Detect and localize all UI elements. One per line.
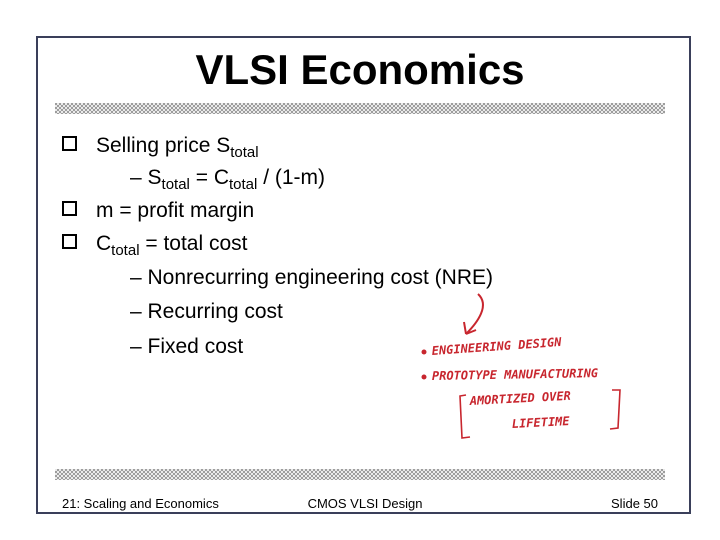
bullet-box (62, 201, 77, 216)
body-line: m = profit margin (96, 199, 254, 222)
body-line: – Recurring cost (130, 300, 283, 323)
footer-rule (55, 469, 665, 480)
subscript: total (162, 176, 190, 193)
text-run: C (96, 232, 111, 255)
text-run: – Recurring cost (130, 300, 283, 323)
arrow (463, 293, 484, 335)
text-run: – Fixed cost (130, 335, 243, 358)
text-run: – S (130, 166, 162, 189)
title: VLSI Economics (195, 46, 524, 93)
text-run: m = profit margin (96, 199, 254, 222)
text-run: Selling price S (96, 134, 230, 157)
body-line: Ctotal = total cost (96, 232, 248, 259)
body-line: Selling price Stotal (96, 134, 259, 161)
body-line: – Fixed cost (130, 335, 243, 358)
slide-frame (36, 36, 691, 514)
annotation: LIFETIME (511, 414, 570, 431)
bullet-box (62, 234, 77, 249)
subscript: total (230, 144, 258, 161)
text-run: = C (190, 166, 229, 189)
text-run: = total cost (140, 232, 248, 255)
footer-right: Slide 50 (611, 496, 658, 511)
text-run: – Nonrecurring engineering cost (NRE) (130, 266, 493, 289)
bracket (459, 389, 621, 439)
annotation: AMORTIZED OVER (468, 389, 571, 408)
bullet-dot (421, 349, 427, 355)
subscript: total (111, 242, 139, 259)
annotation: PROTOTYPE MANUFACTURING (432, 366, 598, 383)
bullet-box (62, 136, 77, 151)
footer-left: 21: Scaling and Economics (62, 496, 219, 511)
bullet-dot (421, 374, 427, 380)
body: Selling price Stotal– Stotal = Ctotal / … (62, 134, 493, 358)
body-line: – Stotal = Ctotal / (1-m) (130, 166, 325, 193)
title-rule (55, 103, 665, 114)
footer-center: CMOS VLSI Design (308, 496, 423, 511)
text-run: / (1-m) (257, 166, 325, 189)
body-line: – Nonrecurring engineering cost (NRE) (130, 266, 493, 289)
subscript: total (229, 176, 257, 193)
